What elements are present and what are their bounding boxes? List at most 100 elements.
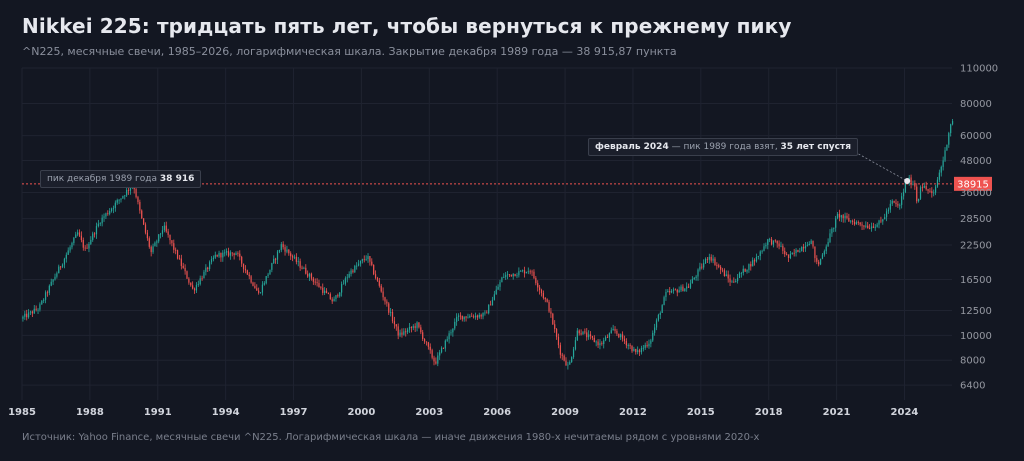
candle-body — [680, 286, 682, 291]
candle-body — [663, 297, 665, 306]
candle-body — [201, 278, 203, 280]
candle-body — [391, 311, 394, 322]
candle-body — [316, 282, 318, 284]
candle-body — [107, 213, 109, 215]
x-tick-label: 2000 — [347, 407, 375, 418]
candle-body — [616, 330, 618, 334]
candle-body — [654, 327, 656, 333]
candle-body — [386, 301, 388, 304]
candle-body — [452, 328, 454, 333]
candle-body — [188, 278, 190, 283]
candle-body — [567, 364, 569, 366]
candle-body — [373, 264, 375, 275]
candle-body — [870, 226, 873, 229]
candle-body — [761, 250, 763, 252]
candle-body — [184, 267, 186, 272]
candle-body — [173, 243, 175, 250]
candle-body — [919, 187, 922, 199]
candle-body — [192, 285, 194, 289]
candle-body — [806, 245, 808, 247]
candle-body — [290, 253, 292, 257]
candle-body — [86, 247, 88, 249]
feb-2024-marker — [904, 178, 911, 185]
candle-body — [354, 265, 356, 273]
candle-body — [569, 362, 571, 365]
candle-body — [120, 198, 122, 200]
candle-body — [152, 246, 154, 253]
candle-body — [601, 343, 603, 345]
candle-body — [297, 261, 299, 262]
candle-body — [359, 260, 362, 264]
candle-body — [612, 328, 614, 331]
candle-body — [180, 258, 182, 266]
candle-body — [778, 243, 780, 247]
candle-body — [46, 292, 49, 294]
candle-body — [925, 186, 927, 190]
candle-body — [256, 288, 258, 291]
candle-body — [442, 347, 445, 349]
candle-body — [782, 245, 784, 251]
candle-body — [324, 290, 326, 293]
candle-body — [874, 226, 876, 228]
candle-body — [105, 213, 107, 217]
candle-body — [944, 150, 946, 161]
candle-body — [73, 237, 75, 244]
candle-body — [314, 281, 316, 283]
y-tick-label: 16500 — [960, 275, 992, 286]
candle-body — [88, 243, 90, 249]
candle-body — [527, 271, 529, 273]
candle-body — [603, 340, 605, 345]
annotation-1989-prefix: пик декабря 1989 года — [47, 174, 158, 184]
candle-body — [936, 179, 939, 187]
candle-body — [341, 284, 343, 293]
candle-body — [699, 266, 701, 270]
candle-body — [825, 246, 827, 252]
candle-body — [727, 274, 729, 279]
candle-body — [802, 247, 805, 249]
candle-body — [90, 239, 92, 244]
x-tick-label: 1988 — [76, 407, 104, 418]
candle-body — [555, 328, 558, 337]
candle-body — [799, 251, 801, 253]
candle-body — [241, 256, 243, 264]
candle-body — [544, 297, 546, 300]
candle-body — [586, 332, 588, 338]
candle-body — [318, 283, 320, 288]
candle-body — [801, 247, 803, 252]
candle-body — [78, 232, 81, 236]
candle-body — [904, 182, 907, 193]
candle-body — [910, 177, 912, 185]
candle-body — [37, 309, 39, 311]
candle-body — [748, 264, 750, 270]
candle-body — [657, 314, 660, 321]
candle-body — [82, 240, 84, 248]
candle-body — [652, 332, 654, 341]
candle-body — [712, 258, 714, 261]
candle-body — [54, 276, 56, 280]
y-tick-label: 28500 — [960, 214, 992, 225]
candle-body — [167, 231, 169, 235]
candle-body — [50, 281, 52, 286]
candle-body — [408, 326, 411, 330]
candle-body — [220, 252, 222, 258]
candle-body — [512, 273, 514, 277]
candle-body — [510, 274, 512, 277]
candle-body — [729, 278, 731, 283]
candle-body — [165, 225, 167, 232]
candle-body — [378, 280, 380, 286]
candle-body — [207, 267, 209, 269]
candle-body — [884, 217, 886, 220]
candle-body — [865, 225, 867, 227]
y-tick-label: 36000 — [960, 188, 992, 199]
candle-body — [450, 332, 452, 334]
candle-body — [331, 299, 333, 302]
candle-body — [414, 326, 416, 328]
candle-body — [514, 273, 516, 277]
candle-body — [263, 283, 265, 285]
candle-body — [791, 252, 793, 254]
candle-body — [429, 346, 431, 351]
candle-body — [384, 297, 386, 302]
candle-body — [467, 317, 469, 319]
candle-body — [150, 246, 152, 253]
candle-body — [365, 259, 367, 260]
